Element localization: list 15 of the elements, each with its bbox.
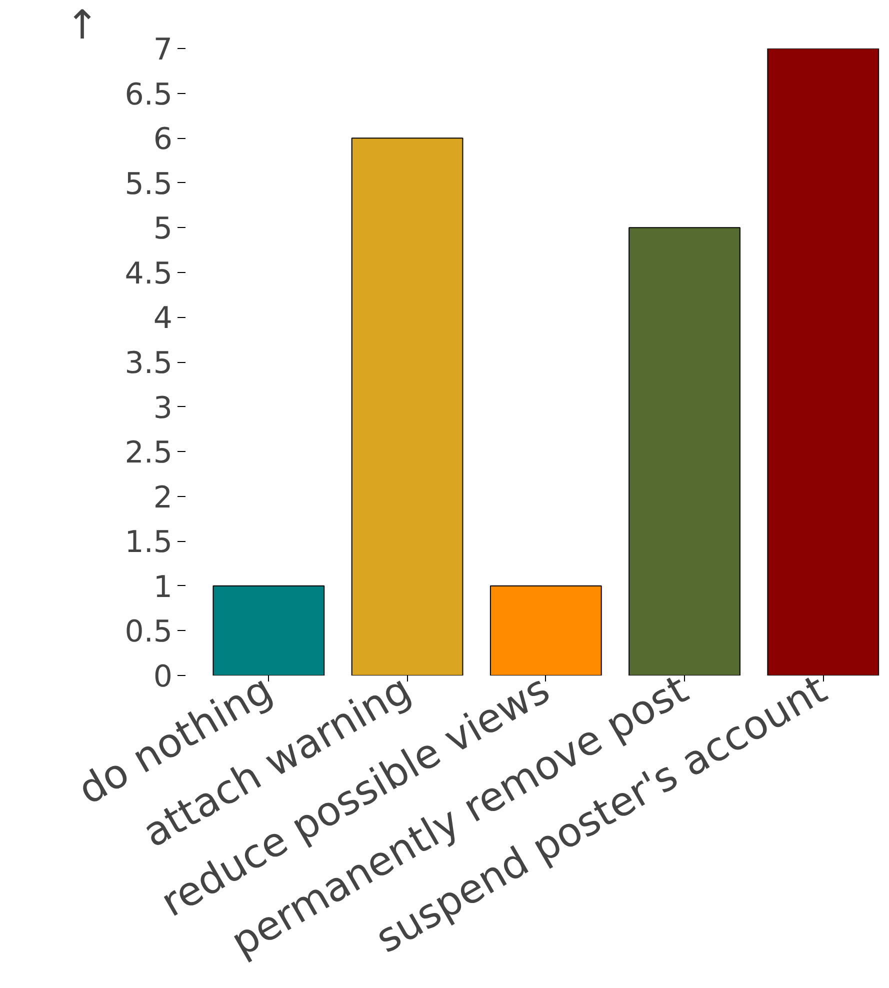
y-tick-label: 1.5 — [124, 525, 173, 560]
y-tick-label: 4.5 — [124, 256, 173, 292]
y-tick-label: 1 — [153, 570, 173, 605]
y-tick-label: 2.5 — [124, 436, 173, 471]
y-tick-label: 6.5 — [124, 77, 173, 112]
y-tick-label: 2 — [153, 480, 173, 516]
y-tick-label: 0.5 — [124, 614, 173, 650]
y-tick-label: 6 — [153, 122, 173, 158]
y-tick-label: 7 — [153, 32, 173, 68]
y-tick-label: 5 — [153, 212, 173, 247]
y-tick-label: 5.5 — [124, 166, 173, 202]
y-axis-title: ↑ — [66, 2, 100, 48]
y-tick-label: 3 — [153, 390, 173, 426]
y-tick-label: 4 — [153, 301, 173, 336]
y-tick-label: 3.5 — [124, 346, 173, 381]
